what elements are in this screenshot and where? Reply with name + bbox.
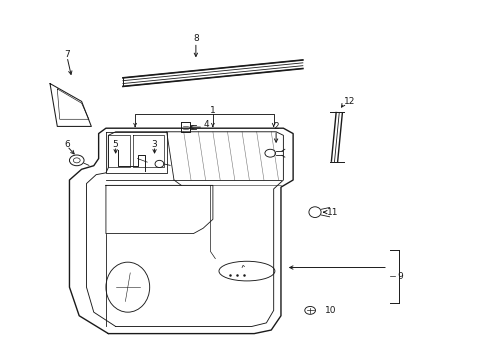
Text: 4: 4 [203,120,208,129]
Text: 3: 3 [151,140,157,149]
Text: 10: 10 [324,306,336,315]
Text: 9: 9 [397,272,403,281]
Text: 8: 8 [193,35,198,44]
Text: 1: 1 [209,106,215,115]
Text: 12: 12 [344,97,355,106]
Text: 6: 6 [64,140,70,149]
Text: 7: 7 [64,50,70,59]
Text: 2: 2 [273,122,278,131]
Text: 5: 5 [113,140,118,149]
Text: 11: 11 [326,208,338,217]
